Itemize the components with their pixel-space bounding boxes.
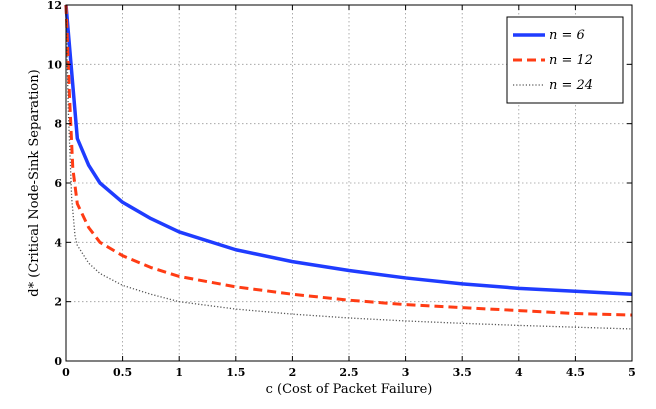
series-lines — [64, 4, 633, 330]
y-tick-label: 6 — [54, 177, 62, 190]
series-line-2 — [64, 4, 633, 317]
legend: n = 6 n = 12 n = 24 — [506, 16, 624, 104]
x-axis-label: c (Cost of Packet Failure) — [266, 382, 433, 397]
x-tick-label: 1 — [175, 366, 183, 379]
x-tick-label: 3 — [402, 366, 410, 379]
axis-ticks: 0 0.5 1 1.5 2 2.5 3 3.5 4 4.5 5 0 2 4 6 8 10 12 — [47, 0, 636, 379]
x-tick-label: 0 — [62, 366, 70, 379]
y-tick-label: 4 — [54, 236, 62, 249]
x-tick-label: 2.5 — [339, 366, 358, 379]
y-tick-label: 0 — [54, 355, 62, 368]
x-tick-label: 5 — [628, 366, 636, 379]
legend-label-2: n = 12 — [549, 53, 593, 68]
y-axis-label: d* (Critical Node-Sink Separation) — [27, 69, 42, 296]
x-tick-label: 2 — [289, 366, 297, 379]
x-tick-label: 4 — [515, 366, 523, 379]
legend-label-3: n = 24 — [549, 78, 593, 93]
legend-box — [506, 16, 624, 104]
series-line-1 — [64, 4, 633, 296]
y-tick-label: 10 — [47, 58, 63, 71]
legend-label-1: n = 6 — [549, 28, 585, 43]
y-tick-label: 8 — [54, 118, 62, 131]
x-tick-label: 1.5 — [226, 366, 245, 379]
x-tick-label: 4.5 — [566, 366, 585, 379]
y-tick-label: 2 — [54, 296, 62, 309]
x-tick-label: 0.5 — [113, 366, 132, 379]
x-tick-label: 3.5 — [453, 366, 472, 379]
y-tick-label: 12 — [47, 0, 62, 12]
series-line-3 — [65, 4, 633, 330]
